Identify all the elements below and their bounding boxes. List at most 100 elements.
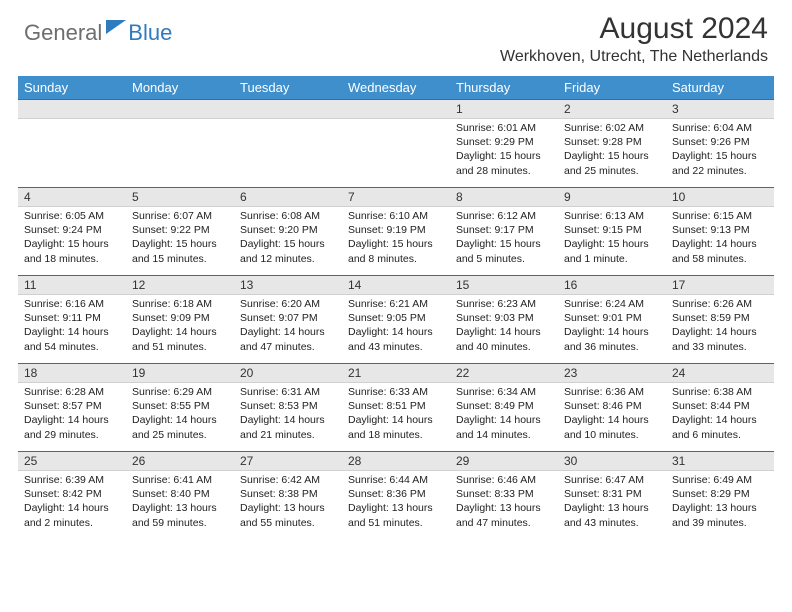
daylight-line: Daylight: 15 hours and 1 minute. — [564, 237, 660, 265]
day-details: Sunrise: 6:41 AMSunset: 8:40 PMDaylight:… — [126, 471, 234, 534]
day-details: Sunrise: 6:34 AMSunset: 8:49 PMDaylight:… — [450, 383, 558, 446]
day-number: 23 — [558, 363, 666, 383]
daylight-line: Daylight: 14 hours and 58 minutes. — [672, 237, 768, 265]
sunrise-line: Sunrise: 6:36 AM — [564, 385, 660, 399]
sunset-line: Sunset: 9:20 PM — [240, 223, 336, 237]
calendar-week-row: 1Sunrise: 6:01 AMSunset: 9:29 PMDaylight… — [18, 99, 774, 187]
sunrise-line: Sunrise: 6:49 AM — [672, 473, 768, 487]
sunrise-line: Sunrise: 6:39 AM — [24, 473, 120, 487]
daylight-line: Daylight: 14 hours and 54 minutes. — [24, 325, 120, 353]
day-number: 4 — [18, 187, 126, 207]
calendar-day-cell: 7Sunrise: 6:10 AMSunset: 9:19 PMDaylight… — [342, 187, 450, 275]
calendar-day-cell: 25Sunrise: 6:39 AMSunset: 8:42 PMDayligh… — [18, 451, 126, 539]
day-number: 8 — [450, 187, 558, 207]
calendar-day-cell: 16Sunrise: 6:24 AMSunset: 9:01 PMDayligh… — [558, 275, 666, 363]
sunrise-line: Sunrise: 6:26 AM — [672, 297, 768, 311]
sunrise-line: Sunrise: 6:13 AM — [564, 209, 660, 223]
calendar-day-cell: 26Sunrise: 6:41 AMSunset: 8:40 PMDayligh… — [126, 451, 234, 539]
daylight-line: Daylight: 14 hours and 18 minutes. — [348, 413, 444, 441]
day-number: 21 — [342, 363, 450, 383]
calendar-day-cell: 19Sunrise: 6:29 AMSunset: 8:55 PMDayligh… — [126, 363, 234, 451]
sunset-line: Sunset: 8:44 PM — [672, 399, 768, 413]
weekday-header: Sunday — [18, 76, 126, 99]
calendar-day-cell: 1Sunrise: 6:01 AMSunset: 9:29 PMDaylight… — [450, 99, 558, 187]
day-number: 2 — [558, 99, 666, 119]
sunset-line: Sunset: 8:51 PM — [348, 399, 444, 413]
calendar-table: Sunday Monday Tuesday Wednesday Thursday… — [18, 76, 774, 539]
day-details: Sunrise: 6:42 AMSunset: 8:38 PMDaylight:… — [234, 471, 342, 534]
sunrise-line: Sunrise: 6:21 AM — [348, 297, 444, 311]
sunset-line: Sunset: 8:38 PM — [240, 487, 336, 501]
calendar-day-cell: 28Sunrise: 6:44 AMSunset: 8:36 PMDayligh… — [342, 451, 450, 539]
sunset-line: Sunset: 8:31 PM — [564, 487, 660, 501]
sunrise-line: Sunrise: 6:28 AM — [24, 385, 120, 399]
sunset-line: Sunset: 9:03 PM — [456, 311, 552, 325]
calendar-day-cell: 8Sunrise: 6:12 AMSunset: 9:17 PMDaylight… — [450, 187, 558, 275]
sunrise-line: Sunrise: 6:04 AM — [672, 121, 768, 135]
day-number: 20 — [234, 363, 342, 383]
day-number — [18, 99, 126, 119]
daylight-line: Daylight: 14 hours and 51 minutes. — [132, 325, 228, 353]
day-details: Sunrise: 6:05 AMSunset: 9:24 PMDaylight:… — [18, 207, 126, 270]
day-details: Sunrise: 6:10 AMSunset: 9:19 PMDaylight:… — [342, 207, 450, 270]
sunrise-line: Sunrise: 6:24 AM — [564, 297, 660, 311]
calendar-day-cell: 13Sunrise: 6:20 AMSunset: 9:07 PMDayligh… — [234, 275, 342, 363]
sunset-line: Sunset: 8:49 PM — [456, 399, 552, 413]
daylight-line: Daylight: 14 hours and 21 minutes. — [240, 413, 336, 441]
calendar-day-cell: 10Sunrise: 6:15 AMSunset: 9:13 PMDayligh… — [666, 187, 774, 275]
day-number: 18 — [18, 363, 126, 383]
sunset-line: Sunset: 9:11 PM — [24, 311, 120, 325]
weekday-header: Tuesday — [234, 76, 342, 99]
sunset-line: Sunset: 9:29 PM — [456, 135, 552, 149]
calendar-day-cell: 4Sunrise: 6:05 AMSunset: 9:24 PMDaylight… — [18, 187, 126, 275]
sunset-line: Sunset: 8:29 PM — [672, 487, 768, 501]
sunset-line: Sunset: 9:09 PM — [132, 311, 228, 325]
daylight-line: Daylight: 14 hours and 47 minutes. — [240, 325, 336, 353]
sunrise-line: Sunrise: 6:31 AM — [240, 385, 336, 399]
day-details: Sunrise: 6:13 AMSunset: 9:15 PMDaylight:… — [558, 207, 666, 270]
calendar-day-cell: 31Sunrise: 6:49 AMSunset: 8:29 PMDayligh… — [666, 451, 774, 539]
day-number: 1 — [450, 99, 558, 119]
calendar-day-cell: 2Sunrise: 6:02 AMSunset: 9:28 PMDaylight… — [558, 99, 666, 187]
sunset-line: Sunset: 8:46 PM — [564, 399, 660, 413]
brand-text-general: General — [24, 20, 102, 46]
daylight-line: Daylight: 13 hours and 59 minutes. — [132, 501, 228, 529]
day-details: Sunrise: 6:36 AMSunset: 8:46 PMDaylight:… — [558, 383, 666, 446]
sunset-line: Sunset: 9:19 PM — [348, 223, 444, 237]
weekday-header: Friday — [558, 76, 666, 99]
calendar-week-row: 11Sunrise: 6:16 AMSunset: 9:11 PMDayligh… — [18, 275, 774, 363]
day-number: 14 — [342, 275, 450, 295]
daylight-line: Daylight: 15 hours and 25 minutes. — [564, 149, 660, 177]
calendar-day-cell: 22Sunrise: 6:34 AMSunset: 8:49 PMDayligh… — [450, 363, 558, 451]
day-details: Sunrise: 6:20 AMSunset: 9:07 PMDaylight:… — [234, 295, 342, 358]
location-subtitle: Werkhoven, Utrecht, The Netherlands — [500, 48, 768, 66]
sunset-line: Sunset: 9:07 PM — [240, 311, 336, 325]
day-details: Sunrise: 6:39 AMSunset: 8:42 PMDaylight:… — [18, 471, 126, 534]
day-details: Sunrise: 6:46 AMSunset: 8:33 PMDaylight:… — [450, 471, 558, 534]
sunrise-line: Sunrise: 6:01 AM — [456, 121, 552, 135]
sunrise-line: Sunrise: 6:02 AM — [564, 121, 660, 135]
day-number — [234, 99, 342, 119]
weekday-header: Monday — [126, 76, 234, 99]
title-block: August 2024 Werkhoven, Utrecht, The Neth… — [500, 12, 768, 66]
sunrise-line: Sunrise: 6:10 AM — [348, 209, 444, 223]
daylight-line: Daylight: 14 hours and 25 minutes. — [132, 413, 228, 441]
day-details: Sunrise: 6:01 AMSunset: 9:29 PMDaylight:… — [450, 119, 558, 182]
day-number: 31 — [666, 451, 774, 471]
sunrise-line: Sunrise: 6:29 AM — [132, 385, 228, 399]
day-number: 13 — [234, 275, 342, 295]
calendar-day-cell — [234, 99, 342, 187]
calendar-day-cell: 18Sunrise: 6:28 AMSunset: 8:57 PMDayligh… — [18, 363, 126, 451]
day-number: 25 — [18, 451, 126, 471]
day-details: Sunrise: 6:07 AMSunset: 9:22 PMDaylight:… — [126, 207, 234, 270]
calendar-header-row: Sunday Monday Tuesday Wednesday Thursday… — [18, 76, 774, 99]
day-details: Sunrise: 6:23 AMSunset: 9:03 PMDaylight:… — [450, 295, 558, 358]
sunrise-line: Sunrise: 6:42 AM — [240, 473, 336, 487]
calendar-day-cell: 5Sunrise: 6:07 AMSunset: 9:22 PMDaylight… — [126, 187, 234, 275]
day-number: 22 — [450, 363, 558, 383]
calendar-day-cell: 9Sunrise: 6:13 AMSunset: 9:15 PMDaylight… — [558, 187, 666, 275]
daylight-line: Daylight: 14 hours and 33 minutes. — [672, 325, 768, 353]
sunset-line: Sunset: 9:22 PM — [132, 223, 228, 237]
calendar-day-cell: 6Sunrise: 6:08 AMSunset: 9:20 PMDaylight… — [234, 187, 342, 275]
calendar-day-cell: 23Sunrise: 6:36 AMSunset: 8:46 PMDayligh… — [558, 363, 666, 451]
